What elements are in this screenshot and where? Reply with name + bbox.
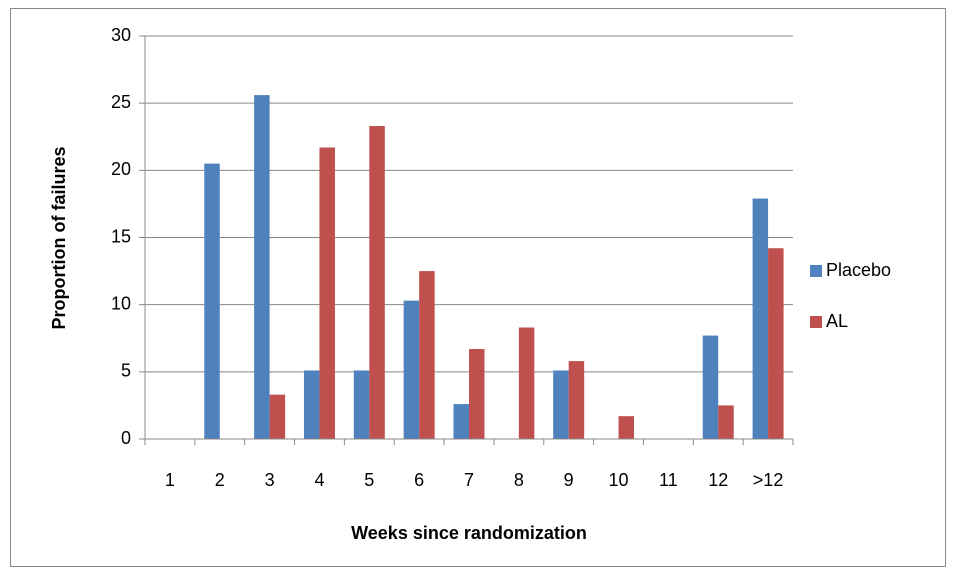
bar (254, 95, 270, 440)
y-tick-label: 25 (111, 92, 131, 112)
y-tick-label: 30 (111, 25, 131, 45)
y-tick-label: 15 (111, 226, 131, 246)
bar (303, 370, 320, 439)
legend-swatch (810, 265, 822, 277)
legend-swatch (810, 316, 822, 328)
x-tick-label: 9 (564, 470, 574, 490)
y-axis-title: Proportion of failures (49, 146, 69, 329)
y-tick-label: 20 (111, 159, 131, 179)
x-tick-label: 10 (609, 470, 629, 490)
bar (204, 163, 220, 439)
x-tick-label: 8 (514, 470, 524, 490)
x-tick-label: 4 (314, 470, 324, 490)
y-tick-label: 5 (121, 361, 131, 381)
bar (718, 405, 734, 439)
x-tick-label: 12 (708, 470, 728, 490)
bar (702, 335, 719, 439)
bar (618, 416, 635, 439)
bar (369, 126, 385, 440)
bar (403, 300, 420, 439)
bar (469, 348, 485, 439)
bar (353, 370, 370, 439)
x-tick-label: >12 (753, 470, 784, 490)
y-tick-label: 10 (111, 293, 131, 313)
legend-label: Placebo (826, 260, 891, 280)
x-tick-label: 7 (464, 470, 474, 490)
y-tick-label: 0 (121, 428, 131, 448)
bar (419, 271, 435, 439)
chart-frame (10, 8, 946, 567)
x-axis-title: Weeks since randomization (351, 523, 587, 543)
x-tick-label: 5 (364, 470, 374, 490)
bar (752, 198, 769, 439)
x-tick-label: 1 (165, 470, 175, 490)
bar (568, 361, 585, 439)
bar (319, 147, 335, 439)
bar (768, 248, 784, 439)
x-tick-label: 2 (215, 470, 225, 490)
x-tick-label: 11 (659, 470, 678, 490)
bar (518, 327, 535, 439)
legend-label: AL (826, 311, 848, 331)
bar (269, 394, 286, 439)
bar (453, 404, 469, 439)
x-tick-label: 6 (414, 470, 424, 490)
x-tick-label: 3 (265, 470, 275, 490)
bar (553, 370, 569, 439)
